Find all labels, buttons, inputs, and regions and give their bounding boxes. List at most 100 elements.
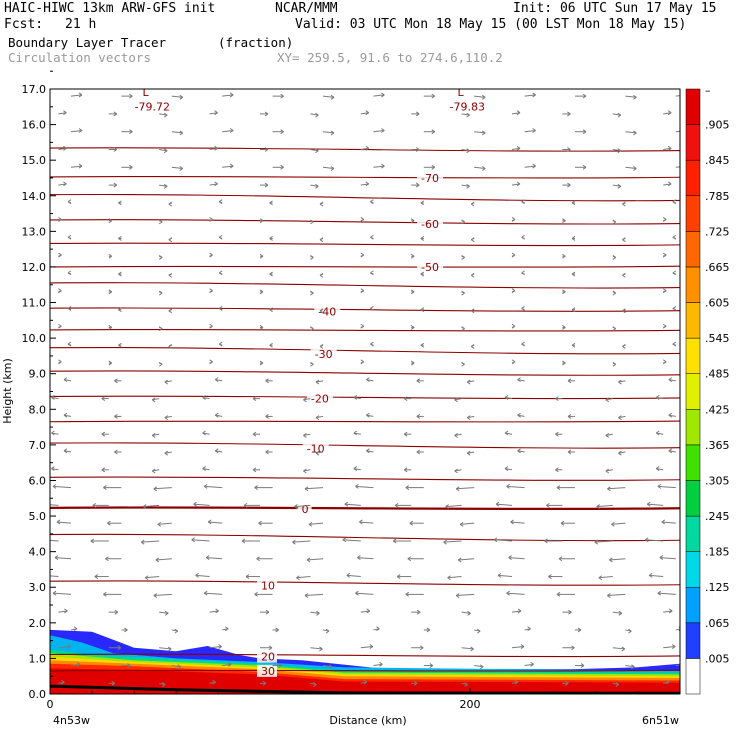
circulation-vector [506,590,525,596]
circulation-vector [612,646,626,652]
circulation-vector [562,147,571,152]
circulation-vector [108,147,118,152]
colorbar-swatch [685,302,701,339]
contour-label: -70 [421,172,439,185]
circulation-vector [454,432,462,438]
circulation-vector [410,253,415,259]
temperature-contour [50,370,680,376]
circulation-vector [524,661,534,667]
y-tick-label: 6.0 [29,474,47,487]
circulation-vector [322,130,335,136]
temperature-contour [50,242,680,247]
colorbar-label: .185 [705,546,730,559]
contour-label: 30 [261,665,275,678]
temperature-contour [50,395,680,400]
colorbar-swatch [685,159,701,197]
circulation-vector [416,413,424,419]
circulation-vector [101,396,109,402]
circulation-vector [360,608,371,614]
circulation-vector [360,359,365,365]
circulation-vector [159,646,172,652]
y-tick-label: 8.0 [29,403,47,416]
temperature-contour [50,653,680,658]
circulation-vector [171,166,184,171]
circulation-vector [370,199,374,205]
circulation-vector [67,199,72,205]
circulation-vector [420,342,425,348]
circulation-vector [466,379,475,385]
circulation-vector [521,234,525,240]
circulation-vector [214,412,223,418]
circulation-vector [360,145,370,151]
circulation-vector [663,644,676,649]
circulation-vector [461,326,465,332]
colorbar-label: .845 [705,154,730,167]
colorbar-label: .485 [705,368,730,381]
vectors-label: Circulation vectors [8,50,151,65]
colorbar-swatch [685,266,701,303]
circulation-vector [511,359,516,365]
circulation-vector [292,539,311,545]
contour-label: 0 [302,503,309,516]
circulation-vector [575,663,585,668]
circulation-vector [575,627,582,633]
circulation-vector [63,377,72,383]
circulation-vector [360,252,365,258]
circulation-vector [63,412,72,418]
circulation-vector [360,323,365,329]
circulation-vector [409,520,424,526]
circulation-vector [70,128,83,133]
circulation-vector [511,679,519,685]
circulation-vector [612,112,622,118]
circulation-vector [319,237,324,243]
circulation-vector [108,182,118,188]
circulation-vector [58,252,62,258]
contour-label-bg [257,650,277,663]
contour-label: -60 [421,218,439,231]
circulation-vector [360,288,365,294]
circulation-vector [259,253,264,259]
colorbar-swatch [685,658,701,695]
circulation-vector [470,201,475,207]
circulation-vector [575,129,587,135]
circulation-vector [315,379,324,385]
circulation-vector [675,664,680,667]
colorbar-swatch [685,195,701,232]
circulation-vector [411,680,418,686]
y-tick-label: 5.0 [29,510,47,523]
circulation-vector [622,201,626,207]
circulation-vector [58,145,67,151]
circulation-vector [252,431,260,437]
contour-label-bg [314,305,341,318]
circulation-vector [672,306,677,311]
x-left-endpoint: 4n53w [53,714,90,727]
colorbar-label: .005 [705,652,730,665]
temperature-contour [50,420,680,423]
circulation-vector [94,574,109,579]
circulation-vector [571,307,576,313]
circulation-vector [310,326,314,332]
temperature-contour [50,442,680,449]
y-tick-label: 4.0 [29,546,47,559]
circulation-vector [209,145,218,151]
circulation-vector [474,94,486,100]
y-tick-label: 10.0 [22,332,47,345]
circulation-vector [51,466,59,472]
circulation-vector [511,323,516,329]
colorbar-swatch [685,586,701,624]
colorbar-top-label: – [705,84,711,97]
circulation-vector [171,130,184,136]
circulation-vector [260,645,273,651]
colorbar-label: .725 [705,225,730,238]
circulation-vector [105,556,122,562]
circulation-vector [612,148,622,154]
circulation-vector [121,663,131,668]
circulation-vector [655,466,664,472]
circulation-vector [118,200,122,206]
circulation-vector [114,449,122,455]
circulation-vector [571,342,576,348]
circulation-vector [108,360,113,366]
circulation-vector [661,519,676,525]
circulation-vector [625,628,632,634]
circulation-vector [510,519,525,525]
